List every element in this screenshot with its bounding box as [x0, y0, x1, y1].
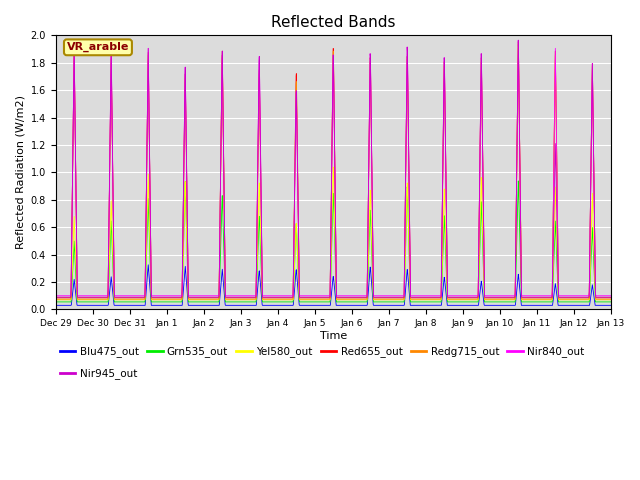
Grn535_out: [607, 299, 614, 305]
Line: Red655_out: Red655_out: [56, 42, 611, 298]
Grn535_out: [558, 299, 566, 305]
Nir840_out: [495, 293, 502, 299]
Redg715_out: [607, 296, 614, 302]
Nir945_out: [349, 294, 357, 300]
Grn535_out: [207, 299, 214, 305]
Yel580_out: [607, 297, 614, 303]
Nir840_out: [607, 293, 614, 299]
Redg715_out: [362, 296, 369, 302]
Blu475_out: [607, 302, 614, 308]
Nir945_out: [558, 294, 566, 300]
Line: Grn535_out: Grn535_out: [56, 181, 611, 302]
Redg715_out: [207, 296, 214, 302]
Y-axis label: Reflected Radiation (W/m2): Reflected Radiation (W/m2): [15, 96, 25, 250]
Yel580_out: [207, 297, 214, 303]
Line: Yel580_out: Yel580_out: [56, 48, 611, 300]
Blu475_out: [573, 302, 581, 308]
Nir945_out: [495, 294, 502, 300]
Red655_out: [207, 295, 214, 300]
Yel580_out: [362, 297, 369, 303]
Nir840_out: [558, 293, 566, 299]
Blu475_out: [349, 302, 357, 308]
Nir945_out: [207, 294, 214, 300]
Line: Nir945_out: Nir945_out: [56, 40, 611, 297]
Blu475_out: [558, 302, 566, 308]
Nir945_out: [573, 294, 581, 300]
Red655_out: [362, 295, 369, 300]
Title: Reflected Bands: Reflected Bands: [271, 15, 396, 30]
Red655_out: [607, 295, 614, 300]
Yel580_out: [573, 297, 581, 303]
Red655_out: [52, 295, 60, 300]
Grn535_out: [349, 299, 357, 305]
Yel580_out: [52, 297, 60, 303]
Grn535_out: [573, 299, 581, 305]
X-axis label: Time: Time: [319, 331, 347, 341]
Blu475_out: [495, 302, 502, 308]
Blu475_out: [207, 302, 214, 308]
Nir945_out: [362, 294, 369, 300]
Nir840_out: [207, 293, 214, 299]
Grn535_out: [515, 178, 522, 184]
Redg715_out: [349, 296, 357, 302]
Red655_out: [515, 39, 522, 45]
Line: Blu475_out: Blu475_out: [56, 265, 611, 305]
Red655_out: [573, 295, 581, 300]
Yel580_out: [515, 46, 522, 51]
Yel580_out: [349, 297, 357, 303]
Line: Redg715_out: Redg715_out: [56, 44, 611, 299]
Nir840_out: [515, 37, 522, 43]
Text: VR_arable: VR_arable: [67, 42, 129, 52]
Redg715_out: [52, 296, 60, 302]
Yel580_out: [495, 297, 502, 303]
Nir945_out: [607, 294, 614, 300]
Grn535_out: [495, 299, 502, 305]
Nir945_out: [52, 294, 60, 300]
Blu475_out: [145, 262, 152, 268]
Yel580_out: [558, 297, 566, 303]
Blu475_out: [362, 302, 369, 308]
Nir840_out: [573, 293, 581, 299]
Grn535_out: [362, 299, 369, 305]
Redg715_out: [558, 296, 566, 302]
Redg715_out: [573, 296, 581, 302]
Nir840_out: [349, 293, 357, 299]
Legend: Nir945_out: Nir945_out: [56, 364, 141, 384]
Line: Nir840_out: Nir840_out: [56, 40, 611, 296]
Blu475_out: [52, 302, 60, 308]
Nir840_out: [362, 293, 369, 299]
Redg715_out: [495, 296, 502, 302]
Redg715_out: [515, 41, 522, 47]
Nir840_out: [52, 293, 60, 299]
Nir945_out: [515, 37, 522, 43]
Red655_out: [558, 295, 566, 300]
Grn535_out: [52, 299, 60, 305]
Red655_out: [495, 295, 502, 300]
Red655_out: [349, 295, 357, 300]
